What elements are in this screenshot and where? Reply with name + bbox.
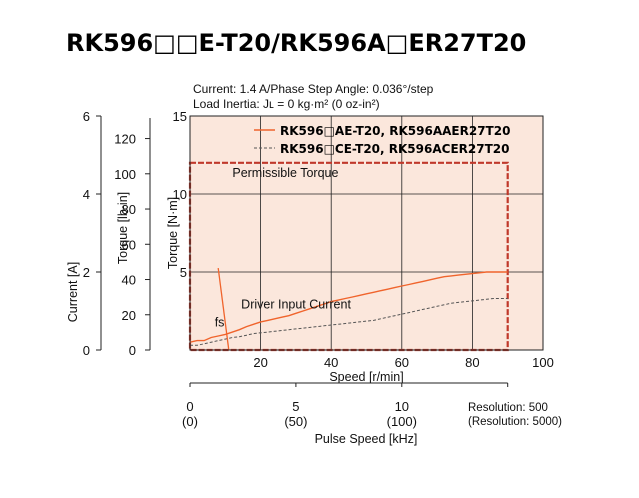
y-torque-lbin-tick-label: 20	[122, 308, 136, 323]
pulse-tick-label-alt: (50)	[284, 414, 307, 429]
pulse-tick-label-alt: (100)	[387, 414, 417, 429]
fs-current-line	[217, 268, 230, 351]
y-current-tick-label: 2	[83, 265, 90, 280]
series-group	[189, 268, 508, 351]
y-current-tick-label: 0	[83, 343, 90, 358]
x-tick-label: 40	[324, 355, 338, 370]
x-axis-label: Speed [r/min]	[329, 370, 403, 384]
chart-title: RK596□□E-T20/RK596A□ER27T20	[66, 29, 526, 57]
axis-labels: Speed [r/min] Torque [N·m] Torque [lb-in] C…	[66, 192, 404, 384]
permissible-torque-label: Permissible Torque	[232, 166, 338, 180]
torque-series-ae-line	[189, 271, 508, 343]
plot-area	[190, 116, 543, 350]
x-tick-label: 80	[465, 355, 479, 370]
pulse-tick-label-alt: (0)	[182, 414, 198, 429]
fs-label: fs	[215, 316, 225, 330]
axis-ticks: 20 40 60 80 100 5 10 15 0 20 40 60 80 100 120 0 2 4 6	[83, 109, 554, 370]
pulse-speed-axis: 0(0) 5(50) 10(100) Resolution: 500 (Resoluti…	[182, 382, 562, 446]
x-tick-label: 20	[253, 355, 267, 370]
pulse-tick-label: 5	[292, 399, 299, 414]
y-torque-lbin-tick-label: 40	[122, 273, 136, 288]
torque-series-ce-line	[190, 298, 508, 346]
y-current-axis-label: Current [A]	[66, 262, 80, 322]
y-current-tick-label: 6	[83, 109, 90, 124]
y-torque-lbin-tick-label: 0	[129, 343, 136, 358]
legend: RK596□AE-T20, RK596AAER27T20 RK596□CE-T20…	[254, 124, 510, 156]
y-torque-nm-tick-label: 5	[180, 265, 187, 280]
y-torque-lbin-tick-label: 80	[122, 202, 136, 217]
x-tick-label: 100	[532, 355, 554, 370]
resolution-note: Resolution: 500	[468, 402, 548, 414]
plot-frame	[189, 115, 544, 351]
legend-label-ae: RK596□AE-T20, RK596AAER27T20	[280, 124, 510, 138]
y-torque-nm-tick-label: 10	[173, 187, 187, 202]
legend-label-ce: RK596□CE-T20, RK596ACER27T20	[280, 142, 509, 156]
x-tick-label: 60	[395, 355, 409, 370]
resolution-note-alt: (Resolution: 5000)	[468, 416, 562, 428]
y-torque-lbin-tick-label: 60	[122, 237, 136, 252]
grid	[190, 116, 543, 350]
y-torque-lbin-tick-label: 120	[114, 132, 136, 147]
pulse-axis-label: Pulse Speed [kHz]	[315, 432, 418, 446]
annotations: Driver Input Current fs	[215, 297, 352, 329]
y-current-tick-label: 4	[83, 187, 90, 202]
pulse-tick-label: 10	[395, 399, 409, 414]
conditions-line-1: Current: 1.4 A/Phase Step Angle: 0.036°/…	[193, 82, 434, 96]
y-torque-lbin-tick-label: 100	[114, 167, 136, 182]
y-torque-nm-tick-label: 15	[173, 109, 187, 124]
driver-input-current-label: Driver Input Current	[241, 297, 351, 311]
conditions-line-2: Load Inertia: Jʟ = 0 kg·m² (0 oz-in²)	[193, 97, 380, 111]
y-torque-lbin-axis-label: Torque [lb-in]	[116, 192, 130, 264]
y-torque-nm-axis-label: Torque [N·m]	[166, 197, 180, 269]
pulse-tick-label: 0	[186, 399, 193, 414]
